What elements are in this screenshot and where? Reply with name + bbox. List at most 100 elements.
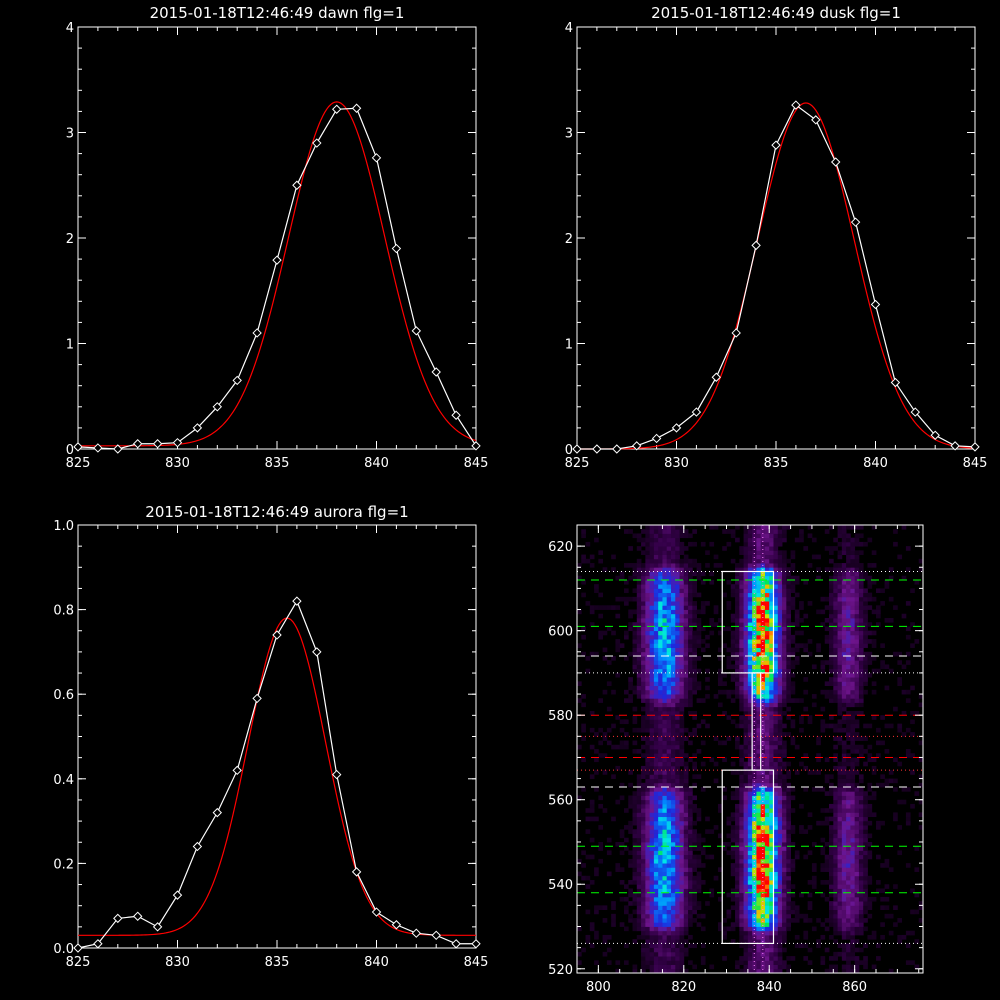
heatmap-cell [666, 875, 672, 881]
heatmap-cell [730, 689, 736, 695]
heatmap-cell [692, 808, 697, 813]
heatmap-cell [679, 672, 685, 678]
heatmap-cell [636, 795, 642, 801]
heatmap-cell [841, 812, 847, 818]
heatmap-cell [641, 622, 646, 627]
heatmap-cell [658, 554, 663, 560]
aurora-data-point [192, 841, 203, 852]
heatmap-cell [688, 922, 693, 927]
heatmap-cell [615, 960, 621, 965]
heatmap-cell [666, 888, 672, 894]
heatmap-cell [700, 605, 706, 610]
heatmap-cell [726, 601, 732, 606]
heatmap-cell [739, 626, 744, 632]
heatmap-cell [589, 744, 595, 750]
heatmap-cell [841, 579, 847, 585]
heatmap-cell [863, 812, 868, 818]
heatmap-cell [739, 808, 744, 813]
heatmap-cell [841, 592, 847, 598]
heatmap-cell [871, 550, 877, 555]
heatmap-cell [850, 672, 856, 678]
heatmap-cell [777, 803, 783, 809]
heatmap-cell [696, 681, 702, 687]
heatmap-cell [653, 525, 659, 530]
aurora-panel-title: 2015-01-18T12:46:49 aurora flg=1 [145, 503, 408, 521]
heatmap-cell [679, 918, 685, 923]
heatmap-cell [666, 765, 672, 771]
heatmap-cell [645, 880, 651, 885]
heatmap-cell [649, 774, 655, 779]
heatmap-cell [773, 727, 779, 733]
heatmap-cell [858, 812, 864, 818]
heatmap-cell [807, 892, 813, 898]
heatmap-cell [743, 541, 749, 547]
heatmap-cell [645, 588, 651, 594]
heatmap-cell [632, 829, 638, 834]
heatmap-cell [863, 846, 868, 851]
heatmap-cell [888, 867, 894, 872]
heatmap-cell [675, 592, 680, 598]
heatmap-cell [670, 689, 676, 695]
heatmap-cell [769, 660, 774, 665]
heatmap-cell [683, 753, 689, 758]
heatmap-cell [833, 575, 838, 581]
heatmap-cell [752, 854, 757, 860]
heatmap-cell [773, 647, 779, 653]
heatmap-cell [918, 825, 924, 830]
heatmap-cell [692, 689, 697, 695]
heatmap-cell [863, 909, 868, 915]
heatmap-cell [726, 833, 732, 839]
heatmap-cell [846, 918, 851, 923]
heatmap-cell [756, 871, 762, 877]
heatmap-cell [764, 710, 770, 716]
heatmap-cell [632, 533, 638, 539]
heatmap-cell [735, 525, 740, 530]
heatmap-cell [747, 757, 753, 763]
heatmap-cell [871, 770, 877, 775]
heatmap-cell [653, 858, 659, 864]
heatmap-cell [752, 901, 757, 906]
heatmap-cell [769, 888, 774, 894]
heatmap-cell [628, 609, 633, 615]
heatmap-cell [739, 833, 744, 839]
heatmap-cell [829, 964, 834, 970]
heatmap-cell [867, 596, 873, 602]
heatmap-cell [752, 626, 757, 632]
heatmap-cell [850, 943, 856, 949]
heatmap-cell [837, 563, 843, 568]
heatmap-cell [649, 651, 655, 657]
heatmap-cell [692, 605, 697, 610]
heatmap-cell [636, 609, 642, 615]
heatmap-cell [782, 964, 787, 970]
heatmap-cell [670, 601, 676, 606]
heatmap-cell [764, 863, 770, 868]
heatmap-cell [854, 799, 860, 805]
heatmap-cell [824, 841, 830, 847]
heatmap-cell [764, 541, 770, 547]
heatmap-cell [850, 884, 856, 889]
heatmap-cell [705, 685, 710, 691]
heatmap-cell [696, 841, 702, 847]
heatmap-cell [841, 820, 847, 826]
heatmap-cell [764, 571, 770, 577]
heatmap-cell [632, 740, 638, 746]
heatmap-cell [841, 956, 847, 961]
heatmap-cell [743, 740, 749, 746]
heatmap-cell [636, 803, 642, 809]
heatmap-cell [743, 567, 749, 572]
dawn-data-point [471, 441, 481, 451]
aurora-ytick-label: 0.4 [53, 773, 74, 788]
heatmap-cell [833, 901, 838, 906]
heatmap-cell [675, 681, 680, 687]
heatmap-cell [679, 930, 685, 936]
heatmap-cell [653, 926, 659, 932]
heatmap-cell [867, 841, 873, 847]
heatmap-cell [841, 896, 847, 902]
heatmap-cell [743, 774, 749, 779]
heatmap-cell [824, 689, 830, 695]
heatmap-cell [760, 896, 766, 902]
heatmap-cell [641, 812, 646, 818]
heatmap-cell [777, 525, 783, 530]
heatmap-cell [854, 533, 860, 539]
heatmap-cell [594, 651, 599, 657]
